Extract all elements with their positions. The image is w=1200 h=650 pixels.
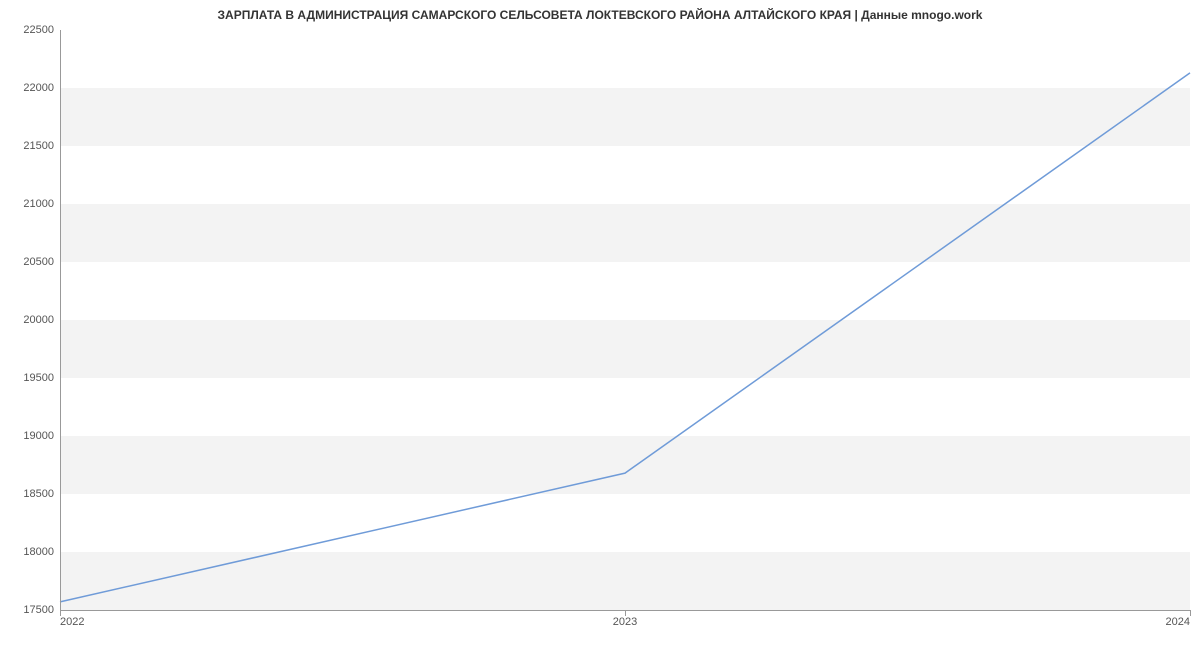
y-axis-tick-label: 19000: [23, 430, 60, 442]
y-axis-tick-label: 22000: [23, 82, 60, 94]
y-axis-tick-label: 20000: [23, 314, 60, 326]
x-axis-tick-label: 2024: [1166, 610, 1190, 628]
y-axis-tick-label: 18500: [23, 488, 60, 500]
x-axis-line: [60, 610, 1190, 611]
y-axis-tick-label: 20500: [23, 256, 60, 268]
series-line-salary: [60, 73, 1190, 602]
y-axis-tick-label: 21000: [23, 198, 60, 210]
chart-title: ЗАРПЛАТА В АДМИНИСТРАЦИЯ САМАРСКОГО СЕЛЬ…: [0, 8, 1200, 22]
y-axis-tick-label: 17500: [23, 604, 60, 616]
line-series-layer: [60, 30, 1190, 610]
x-axis-tick-mark: [1190, 610, 1191, 616]
y-axis-line: [60, 30, 61, 610]
y-axis-tick-label: 22500: [23, 24, 60, 36]
salary-line-chart: ЗАРПЛАТА В АДМИНИСТРАЦИЯ САМАРСКОГО СЕЛЬ…: [0, 0, 1200, 650]
x-axis-tick-label: 2022: [60, 610, 84, 628]
y-axis-tick-label: 19500: [23, 372, 60, 384]
y-axis-tick-label: 18000: [23, 546, 60, 558]
y-axis-tick-label: 21500: [23, 140, 60, 152]
plot-area: 1750018000185001900019500200002050021000…: [60, 30, 1190, 610]
